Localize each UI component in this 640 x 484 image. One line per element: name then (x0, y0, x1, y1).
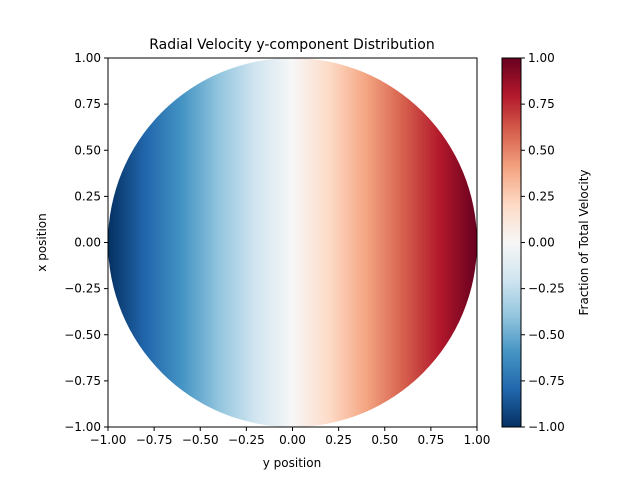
x-tick-label: 0.75 (418, 433, 445, 447)
x-axis-ticks: −1.00 −0.75 −0.50 −0.25 0.00 0.25 0.50 0.75 1.00 (90, 427, 491, 447)
y-tick-label: 0.75 (74, 97, 101, 111)
y-tick-label: 1.00 (74, 51, 101, 65)
colorbar-ticks: −1.00 −0.75 −0.50 −0.25 0.00 0.25 0.50 0.75 1.00 (521, 51, 565, 434)
y-axis-label: x position (35, 213, 49, 271)
chart-title: Radial Velocity y-component Distribution (149, 37, 434, 53)
colorbar-tick-label: −0.25 (528, 282, 565, 296)
x-tick-label: −0.50 (182, 433, 219, 447)
x-tick-label: 0.00 (279, 433, 306, 447)
velocity-disk (108, 58, 477, 427)
colorbar-tick-label: −1.00 (528, 420, 565, 434)
y-tick-label: 0.25 (74, 189, 101, 203)
colorbar-tick-label: 0.25 (528, 189, 555, 203)
y-tick-label: −0.25 (64, 282, 101, 296)
x-tick-label: −0.75 (136, 433, 173, 447)
x-tick-label: 0.25 (325, 433, 352, 447)
colorbar-tick-label: 1.00 (528, 51, 555, 65)
y-tick-label: 0.00 (74, 236, 101, 250)
y-axis-ticks: −1.00 −0.75 −0.50 −0.25 0.00 0.25 0.50 0.75 1.00 (64, 51, 108, 434)
colorbar-tick-label: 0.75 (528, 97, 555, 111)
y-tick-label: −0.50 (64, 328, 101, 342)
y-tick-label: 0.50 (74, 143, 101, 157)
plot-area (108, 58, 477, 427)
x-tick-label: −1.00 (90, 433, 127, 447)
x-tick-label: 0.50 (371, 433, 398, 447)
colorbar-tick-label: −0.75 (528, 374, 565, 388)
x-axis-label: y position (263, 456, 321, 470)
colorbar-tick-label: 0.50 (528, 143, 555, 157)
colorbar-label: Fraction of Total Velocity (577, 169, 591, 315)
y-tick-label: −0.75 (64, 374, 101, 388)
colorbar-tick-label: −0.50 (528, 328, 565, 342)
colorbar-tick-label: 0.00 (528, 236, 555, 250)
y-tick-label: −1.00 (64, 420, 101, 434)
x-tick-label: 1.00 (464, 433, 491, 447)
colorbar (501, 57, 522, 428)
x-tick-label: −0.25 (228, 433, 265, 447)
